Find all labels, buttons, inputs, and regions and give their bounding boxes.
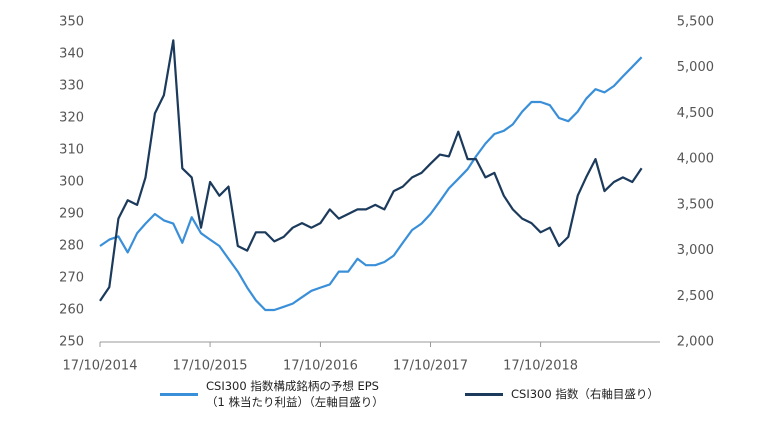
y-tick-label: 350 bbox=[59, 15, 84, 30]
y-tick-label: 260 bbox=[59, 303, 84, 318]
y2-tick-label: 3,500 bbox=[677, 197, 714, 212]
legend-item: CSI300 指数（右軸目盛り） bbox=[465, 386, 659, 402]
y2-tick-label: 2,000 bbox=[677, 335, 714, 350]
y2-tick-label: 3,000 bbox=[677, 243, 714, 258]
series-line bbox=[99, 39, 643, 302]
legend-label: CSI300 指数（右軸目盛り） bbox=[511, 387, 659, 401]
x-tick-label: 17/10/2018 bbox=[503, 359, 578, 374]
y2-tick-label: 4,000 bbox=[677, 152, 714, 167]
x-tick-label: 17/10/2017 bbox=[393, 359, 468, 374]
y-tick-label: 330 bbox=[59, 79, 84, 94]
x-tick-label: 17/10/2014 bbox=[63, 359, 138, 374]
y-tick-label: 340 bbox=[59, 47, 84, 62]
x-tick-label: 17/10/2016 bbox=[283, 359, 358, 374]
y-tick-label: 310 bbox=[59, 143, 84, 158]
y-tick-label: 250 bbox=[59, 335, 84, 350]
y2-tick-label: 5,500 bbox=[677, 15, 714, 30]
legend-label: CSI300 指数構成銘柄の予想 EPS （1 株当たり利益）（左軸目盛り） bbox=[206, 379, 384, 409]
y-tick-label: 320 bbox=[59, 111, 84, 126]
y-tick-label: 290 bbox=[59, 207, 84, 222]
y2-tick-label: 4,500 bbox=[677, 106, 714, 121]
y-tick-label: 300 bbox=[59, 175, 84, 190]
x-tick-label: 17/10/2015 bbox=[173, 359, 248, 374]
y2-tick-label: 5,000 bbox=[677, 60, 714, 75]
y2-tick-label: 2,500 bbox=[677, 289, 714, 304]
legend-swatch bbox=[160, 392, 198, 396]
series-line bbox=[99, 56, 643, 312]
y-tick-label: 270 bbox=[59, 271, 84, 286]
legend-item: CSI300 指数構成銘柄の予想 EPS （1 株当たり利益）（左軸目盛り） bbox=[160, 378, 384, 410]
y-tick-label: 280 bbox=[59, 239, 84, 254]
legend-swatch bbox=[465, 392, 503, 396]
